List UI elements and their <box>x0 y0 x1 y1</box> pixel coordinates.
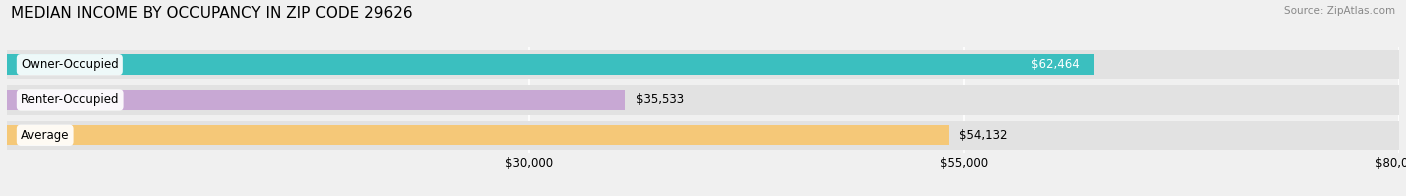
Bar <box>7 125 949 145</box>
Bar <box>7 121 1399 150</box>
Bar <box>7 90 626 110</box>
Text: $35,533: $35,533 <box>636 93 683 106</box>
Bar <box>7 54 1094 75</box>
Bar <box>7 85 1399 115</box>
Bar <box>7 50 1399 79</box>
Text: $62,464: $62,464 <box>1031 58 1080 71</box>
Text: MEDIAN INCOME BY OCCUPANCY IN ZIP CODE 29626: MEDIAN INCOME BY OCCUPANCY IN ZIP CODE 2… <box>11 6 413 21</box>
Text: Renter-Occupied: Renter-Occupied <box>21 93 120 106</box>
Text: Owner-Occupied: Owner-Occupied <box>21 58 118 71</box>
Text: Source: ZipAtlas.com: Source: ZipAtlas.com <box>1284 6 1395 16</box>
Text: Average: Average <box>21 129 69 142</box>
Text: $54,132: $54,132 <box>959 129 1008 142</box>
